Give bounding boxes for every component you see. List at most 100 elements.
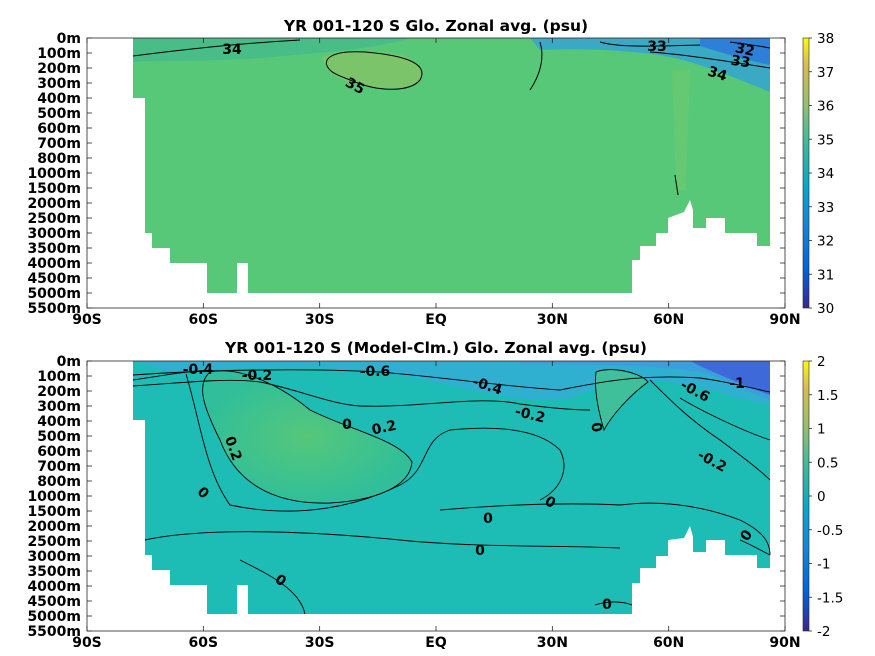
north-atlantic-tongue [672,70,690,190]
y-tick-label: 3000m [27,226,81,242]
contour-label: 0 [342,417,352,433]
colorbar-tick-label: 31 [817,267,834,283]
colorbar-tick-label: 1 [817,422,826,438]
y-tick-label: 800m [37,151,81,167]
y-tick-label: 300m [37,76,81,92]
colorbar-axis: 2 1.5 1 0.5 0 -0.5 -1 -1.5 -2 [809,354,843,640]
y-tick-label: 700m [37,136,81,152]
positive-bias-tongue [202,370,412,504]
y-tick-label: 500m [37,429,81,445]
contour-label: 0 [587,421,604,434]
contour-label: 0 [483,511,493,527]
ocean-mask [133,38,770,293]
colorbar-tick-label: -1.5 [817,590,843,606]
x-tick-label: 60S [189,312,219,328]
panel-salinity-bias: YR 001-120 S (Model-Clm.) Glo. Zonal avg… [27,339,843,651]
colorbar-tick-label: 2 [817,354,826,370]
y-tick-label: 500m [37,106,81,122]
x-tick-label: EQ [425,635,447,651]
colorbar [802,360,810,632]
y-tick-label: 2000m [27,196,81,212]
y-tick-label: 2000m [27,519,81,535]
negative-north [520,361,770,400]
y-tick-label: 600m [37,444,81,460]
x-tick-label: 60N [653,312,684,328]
colorbar-tick-label: 32 [817,234,834,250]
colorbar-tick-label: -1 [817,557,830,573]
y-tick-label: 200m [37,61,81,77]
colorbar-tick-label: 33 [817,200,834,216]
y-tick-label: 700m [37,459,81,475]
y-tick-label: 5000m [27,286,81,302]
contour-label: 0 [475,543,485,559]
y-tick-label: 200m [37,384,81,400]
contour-label: 33 [730,53,752,72]
contour-label: -1 [729,376,745,392]
x-axis: 90S 60S 30S EQ 30N 60N 90N [72,361,801,651]
y-tick-label: 4000m [27,256,81,272]
contour-labels-1: 34 35 33 32 33 34 [222,39,756,98]
colorbar-tick-label: 34 [817,166,834,182]
x-axis: 90S 60S 30S EQ 30N 60N 90N [72,38,801,328]
colorbar-tick-label: 38 [817,31,834,47]
y-tick-label: 1000m [27,166,81,182]
x-tick-label: 60N [653,635,684,651]
y-tick-label: 2500m [27,534,81,550]
contour-label: 34 [222,42,242,58]
contour-label: 0.2 [221,434,245,463]
fresh-surface-south [133,38,410,62]
colorbar-tick-label: 0 [817,489,826,505]
x-tick-label: 90S [72,312,102,328]
y-tick-label: 800m [37,474,81,490]
x-tick-label: 60S [189,635,219,651]
y-tick-label: 5500m [27,301,81,317]
y-tick-label: 2500m [27,211,81,227]
contour-label: -0.4 [183,362,214,378]
y-tick-label: 100m [37,369,81,385]
y-tick-label: 0m [57,31,81,47]
y-tick-label: 1000m [27,489,81,505]
contour-label: 0 [602,597,612,613]
y-tick-label: 600m [37,121,81,137]
y-tick-label: 100m [37,46,81,62]
x-tick-label: 30N [537,312,568,328]
y-tick-label: 3500m [27,564,81,580]
contour-label: -0.2 [513,404,547,427]
colorbar-tick-label: 1.5 [817,388,838,404]
contours-1 [132,39,771,196]
x-tick-label: 30S [305,312,335,328]
contours-2 [132,369,771,615]
salinity-field [133,38,770,293]
y-tick-label: 0m [57,354,81,370]
y-tick-label: 1500m [27,181,81,197]
y-tick-label: 3500m [27,241,81,257]
panel-salinity: YR 001-120 S Glo. Zonal avg. (psu) 34 35… [27,17,834,328]
fresh-surface-north [530,38,770,92]
contour-label: -0.2 [242,368,273,384]
x-tick-label: 90S [72,635,102,651]
y-tick-label: 5500m [27,624,81,640]
y-tick-label: 400m [37,91,81,107]
contour-label: 33 [647,39,666,55]
contour-label: 34 [705,64,729,85]
x-tick-label: 30N [537,635,568,651]
y-tick-label: 300m [37,399,81,415]
colorbar-tick-label: -0.5 [817,523,843,539]
positive-bias-north [595,369,648,430]
y-tick-label: 400m [37,414,81,430]
y-axis: 0m100m200m300m400m500m600m700m800m1000m1… [27,354,785,640]
colorbar-axis: 38 37 36 35 34 33 32 31 30 [809,31,834,317]
strong-negative-arctic [690,361,770,395]
bias-field [133,361,770,614]
colorbar-tick-label: 0.5 [817,455,838,471]
y-tick-label: 4000m [27,579,81,595]
contour-label: -0.6 [360,364,391,380]
colorbar-tick-label: 36 [817,99,834,115]
y-tick-label: 3000m [27,549,81,565]
y-axis: 0m100m200m300m400m500m600m700m800m1000m1… [27,31,785,317]
y-tick-label: 4500m [27,271,81,287]
colorbar-tick-label: 30 [817,301,834,317]
panel-title: YR 001-120 S (Model-Clm.) Glo. Zonal avg… [224,339,647,357]
x-tick-label: 30S [305,635,335,651]
